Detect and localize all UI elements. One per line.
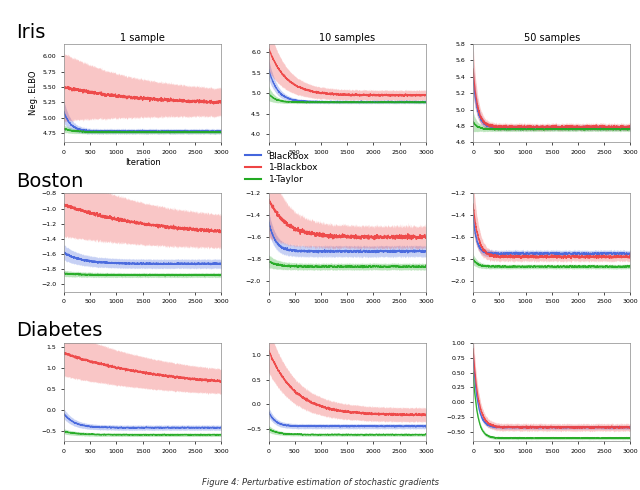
Title: 1 sample: 1 sample — [120, 33, 165, 43]
Title: 10 samples: 10 samples — [319, 33, 375, 43]
Title: 50 samples: 50 samples — [524, 33, 580, 43]
X-axis label: Iteration: Iteration — [125, 158, 161, 167]
Text: Diabetes: Diabetes — [16, 321, 102, 341]
Text: Figure 4: Perturbative estimation of stochastic gradients: Figure 4: Perturbative estimation of sto… — [202, 478, 438, 487]
Legend: Blackbox, 1-Blackbox, 1-Taylor: Blackbox, 1-Blackbox, 1-Taylor — [245, 152, 318, 184]
Text: Iris: Iris — [16, 23, 45, 42]
Y-axis label: Neg. ELBO: Neg. ELBO — [29, 71, 38, 116]
Text: Boston: Boston — [16, 172, 83, 191]
